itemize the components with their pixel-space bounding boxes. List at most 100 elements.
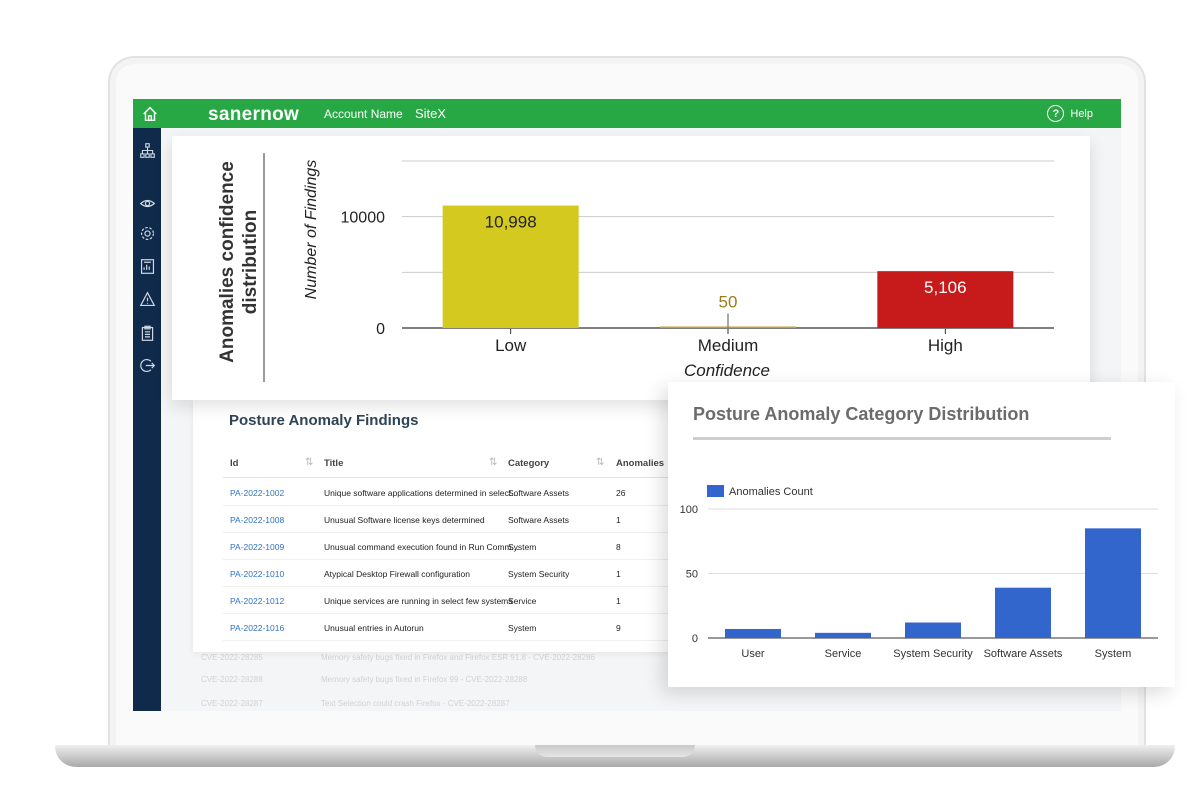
help-label: Help bbox=[1070, 107, 1093, 120]
sidebar bbox=[133, 128, 161, 711]
finding-id-link[interactable]: PA-2022-1016 bbox=[230, 623, 285, 633]
brand-logo[interactable]: sanernow bbox=[208, 104, 300, 125]
column-header-category[interactable]: Category bbox=[508, 458, 550, 469]
x-tick-label: Software Assets bbox=[984, 648, 1063, 660]
table-row[interactable]: PA-2022-1012 Unique services are running… bbox=[223, 587, 673, 614]
confidence-chart: 0 10000 Number of Findings Low 10,998 Medium 5… bbox=[303, 160, 1054, 380]
confidence-chart-card: Anomalies confidence distribution 0 10000… bbox=[172, 136, 1090, 400]
finding-count: 1 bbox=[616, 515, 621, 525]
category-chart: 0 50 100 Anomalies Count User Service System S… bbox=[680, 485, 1158, 660]
home-icon[interactable] bbox=[141, 105, 159, 123]
table-divider bbox=[223, 477, 673, 478]
finding-category: System bbox=[508, 623, 537, 633]
finding-category: Software Assets bbox=[508, 515, 569, 525]
bar-service bbox=[815, 632, 871, 638]
laptop-notch bbox=[535, 745, 695, 757]
y-tick-label: 50 bbox=[686, 569, 698, 581]
warning-icon[interactable] bbox=[139, 291, 156, 308]
background-row-title: Memory safety bugs fixed in Firefox and … bbox=[321, 653, 595, 662]
x-tick-label: Medium bbox=[698, 336, 758, 355]
help-button[interactable]: ? Help bbox=[1047, 105, 1093, 122]
finding-count: 26 bbox=[616, 488, 626, 498]
finding-category: Software Assets bbox=[508, 488, 569, 498]
finding-id-link[interactable]: PA-2022-1012 bbox=[230, 596, 285, 606]
background-row-id: CVE-2022-28288 bbox=[201, 675, 263, 684]
background-row-id: CVE-2022-28285 bbox=[201, 653, 263, 662]
account-name[interactable]: Account Name bbox=[324, 107, 403, 121]
x-tick-label: System Security bbox=[893, 648, 973, 660]
finding-title: Unusual command execution found in Run C… bbox=[324, 542, 519, 552]
bar-low bbox=[442, 205, 579, 328]
background-row-title: Text Selection could crash Firefox - CVE… bbox=[321, 699, 510, 708]
finding-count: 9 bbox=[616, 623, 621, 633]
x-tick-label: High bbox=[928, 336, 963, 355]
x-axis-label: Confidence bbox=[684, 361, 770, 380]
finding-id-link[interactable]: PA-2022-1008 bbox=[230, 515, 285, 525]
bar-software-assets bbox=[995, 587, 1051, 638]
finding-count: 1 bbox=[616, 596, 621, 606]
x-tick-label: Service bbox=[825, 648, 862, 660]
finding-title: Atypical Desktop Firewall configuration bbox=[324, 569, 470, 579]
sort-icon[interactable]: ⇅ bbox=[305, 457, 314, 468]
background-row-id: CVE-2022-28287 bbox=[201, 699, 263, 708]
table-row[interactable]: PA-2022-1016 Unusual entries in Autorun … bbox=[223, 614, 673, 641]
y-tick-label: 0 bbox=[376, 321, 385, 338]
title-divider bbox=[263, 153, 265, 382]
x-tick-label: System bbox=[1095, 648, 1132, 660]
bar-high bbox=[877, 271, 1014, 328]
background-row: CVE-2022-28285 Memory safety bugs fixed i… bbox=[201, 653, 595, 662]
legend-label: Anomalies Count bbox=[729, 486, 813, 498]
column-header-title[interactable]: Title bbox=[324, 458, 344, 469]
column-header-id[interactable]: Id bbox=[230, 458, 239, 469]
data-label: 5,106 bbox=[924, 278, 967, 297]
data-label: 50 bbox=[719, 292, 738, 311]
x-tick-label: Low bbox=[495, 336, 527, 355]
eye-icon[interactable] bbox=[139, 195, 156, 212]
finding-title: Unique software applications determined … bbox=[324, 488, 519, 498]
finding-id-link[interactable]: PA-2022-1010 bbox=[230, 569, 285, 579]
background-row: CVE-2022-28288 Memory safety bugs fixed i… bbox=[201, 675, 527, 684]
finding-category: System Security bbox=[508, 569, 570, 579]
top-bar: sanernow Account Name SiteX ? Help bbox=[133, 99, 1121, 128]
help-icon: ? bbox=[1047, 105, 1065, 122]
bar-system-security bbox=[905, 622, 961, 638]
background-row: CVE-2022-28287 Text Selection could crash… bbox=[201, 699, 510, 708]
finding-count: 1 bbox=[616, 569, 621, 579]
findings-card: Posture Anomaly Findings Id ⇅ Title ⇅ Ca… bbox=[193, 400, 673, 652]
finding-id-link[interactable]: PA-2022-1002 bbox=[230, 488, 285, 498]
data-label: 10,998 bbox=[485, 213, 537, 232]
report-icon[interactable] bbox=[139, 258, 156, 275]
table-row[interactable]: PA-2022-1002 Unique software application… bbox=[223, 479, 673, 506]
gear-icon[interactable] bbox=[139, 225, 156, 242]
finding-count: 8 bbox=[616, 542, 621, 552]
clipboard-icon[interactable] bbox=[139, 325, 156, 342]
table-row[interactable]: PA-2022-1010 Atypical Desktop Firewall c… bbox=[223, 560, 673, 587]
table-row[interactable]: PA-2022-1009 Unusual command execution f… bbox=[223, 533, 673, 560]
finding-category: System bbox=[508, 542, 537, 552]
finding-id-link[interactable]: PA-2022-1009 bbox=[230, 542, 285, 552]
sort-icon[interactable]: ⇅ bbox=[596, 457, 605, 468]
y-tick-label: 10000 bbox=[341, 210, 386, 227]
logout-icon[interactable] bbox=[139, 357, 156, 374]
title-underline bbox=[693, 437, 1111, 440]
column-header-anomalies[interactable]: Anomalies bbox=[616, 458, 665, 469]
finding-title: Unusual entries in Autorun bbox=[324, 623, 424, 633]
bar-system bbox=[1085, 528, 1141, 638]
legend-swatch bbox=[707, 485, 724, 497]
findings-title: Posture Anomaly Findings bbox=[229, 412, 419, 429]
background-row-title: Memory safety bugs fixed in Firefox 99 -… bbox=[321, 675, 528, 684]
category-chart-title: Posture Anomaly Category Distribution bbox=[693, 404, 1030, 424]
y-axis-label: Number of Findings bbox=[303, 160, 320, 300]
finding-title: Unusual Software license keys determined bbox=[324, 515, 485, 525]
finding-category: Service bbox=[508, 596, 537, 606]
hierarchy-icon[interactable] bbox=[139, 142, 156, 159]
x-tick-label: User bbox=[741, 648, 765, 660]
category-chart-card: Posture Anomaly Category Distribution 0 5… bbox=[668, 382, 1175, 687]
y-tick-label: 0 bbox=[692, 633, 698, 645]
sort-icon[interactable]: ⇅ bbox=[489, 457, 498, 468]
table-row[interactable]: PA-2022-1008 Unusual Software license ke… bbox=[223, 506, 673, 533]
finding-title: Unique services are running in select fe… bbox=[324, 596, 513, 606]
bar-user bbox=[725, 628, 781, 638]
site-selector[interactable]: SiteX bbox=[415, 106, 447, 121]
